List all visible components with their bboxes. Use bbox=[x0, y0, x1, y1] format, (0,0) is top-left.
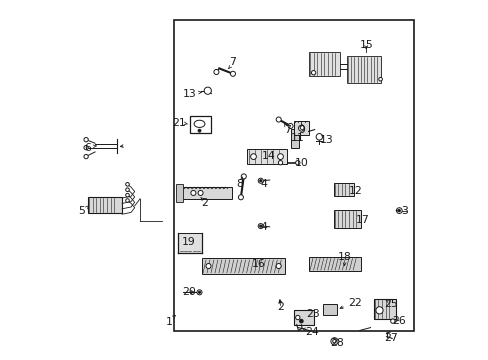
Text: 24: 24 bbox=[305, 327, 318, 337]
Text: 17: 17 bbox=[355, 215, 369, 225]
Text: 21: 21 bbox=[172, 118, 185, 128]
Bar bbox=[178, 233, 202, 253]
Bar bbox=[333, 210, 360, 228]
Bar bbox=[291, 129, 299, 148]
Bar bbox=[174, 20, 413, 331]
Bar bbox=[176, 184, 182, 202]
Bar bbox=[322, 304, 336, 315]
Text: 6: 6 bbox=[84, 143, 91, 153]
Text: 11: 11 bbox=[290, 132, 304, 143]
Text: 26: 26 bbox=[391, 316, 405, 326]
Text: 5: 5 bbox=[78, 206, 85, 216]
Text: 4: 4 bbox=[260, 179, 267, 189]
Circle shape bbox=[204, 87, 211, 94]
Circle shape bbox=[250, 154, 256, 159]
Circle shape bbox=[390, 319, 394, 323]
Circle shape bbox=[198, 190, 203, 195]
Text: 9: 9 bbox=[298, 125, 305, 135]
Circle shape bbox=[125, 199, 129, 202]
Text: 8: 8 bbox=[236, 179, 243, 189]
Text: 1: 1 bbox=[165, 317, 172, 327]
Bar bbox=[179, 187, 231, 199]
Circle shape bbox=[125, 188, 129, 192]
Text: 12: 12 bbox=[348, 186, 362, 196]
Text: 28: 28 bbox=[330, 338, 344, 348]
Circle shape bbox=[190, 190, 196, 195]
Circle shape bbox=[258, 178, 263, 183]
Bar bbox=[346, 56, 381, 83]
Circle shape bbox=[276, 264, 281, 269]
Circle shape bbox=[396, 208, 401, 213]
Text: 19: 19 bbox=[182, 237, 195, 247]
Bar bbox=[309, 52, 339, 76]
Circle shape bbox=[316, 134, 322, 140]
Text: 25: 25 bbox=[384, 299, 397, 309]
Circle shape bbox=[276, 117, 281, 122]
Circle shape bbox=[277, 154, 283, 159]
Circle shape bbox=[197, 290, 202, 295]
Bar bbox=[202, 258, 285, 274]
Text: 3: 3 bbox=[401, 206, 407, 216]
Text: 16: 16 bbox=[251, 258, 264, 269]
Text: 20: 20 bbox=[182, 287, 195, 297]
Circle shape bbox=[213, 69, 219, 75]
Text: 13: 13 bbox=[319, 135, 333, 145]
Bar bbox=[333, 183, 353, 196]
Bar bbox=[88, 197, 122, 213]
Text: 2: 2 bbox=[277, 302, 284, 312]
Bar bbox=[189, 116, 210, 133]
Circle shape bbox=[241, 174, 246, 179]
Bar bbox=[309, 257, 361, 271]
Circle shape bbox=[84, 138, 88, 142]
Circle shape bbox=[258, 224, 263, 229]
Circle shape bbox=[259, 225, 261, 227]
Circle shape bbox=[230, 71, 235, 76]
Text: 22: 22 bbox=[348, 298, 362, 308]
Text: 23: 23 bbox=[305, 309, 319, 319]
Circle shape bbox=[84, 154, 88, 159]
Text: 13: 13 bbox=[183, 89, 196, 99]
Text: 2: 2 bbox=[201, 198, 208, 208]
Bar bbox=[247, 149, 286, 164]
Circle shape bbox=[259, 180, 261, 182]
Circle shape bbox=[332, 339, 336, 343]
Circle shape bbox=[397, 210, 400, 212]
Bar bbox=[294, 121, 308, 135]
Text: 7: 7 bbox=[284, 125, 290, 135]
Text: 27: 27 bbox=[384, 333, 397, 343]
Circle shape bbox=[295, 315, 299, 320]
Circle shape bbox=[287, 123, 292, 129]
Bar bbox=[373, 299, 395, 319]
Ellipse shape bbox=[194, 120, 204, 127]
Circle shape bbox=[298, 125, 304, 131]
Circle shape bbox=[125, 183, 129, 186]
Circle shape bbox=[311, 71, 315, 75]
Circle shape bbox=[375, 307, 382, 314]
Text: 18: 18 bbox=[337, 252, 351, 262]
Circle shape bbox=[125, 193, 129, 197]
Text: 4: 4 bbox=[260, 222, 267, 232]
Text: 10: 10 bbox=[294, 158, 308, 168]
Circle shape bbox=[330, 338, 337, 345]
Circle shape bbox=[198, 129, 201, 132]
Text: 7: 7 bbox=[229, 57, 236, 67]
Text: 15: 15 bbox=[359, 40, 372, 50]
Bar bbox=[294, 310, 313, 325]
Circle shape bbox=[205, 264, 211, 269]
Circle shape bbox=[84, 145, 88, 150]
Circle shape bbox=[299, 319, 303, 323]
Circle shape bbox=[378, 77, 382, 81]
Text: 14: 14 bbox=[262, 150, 275, 161]
Circle shape bbox=[198, 291, 200, 293]
Circle shape bbox=[238, 195, 243, 200]
Circle shape bbox=[278, 161, 282, 165]
Circle shape bbox=[295, 161, 299, 165]
